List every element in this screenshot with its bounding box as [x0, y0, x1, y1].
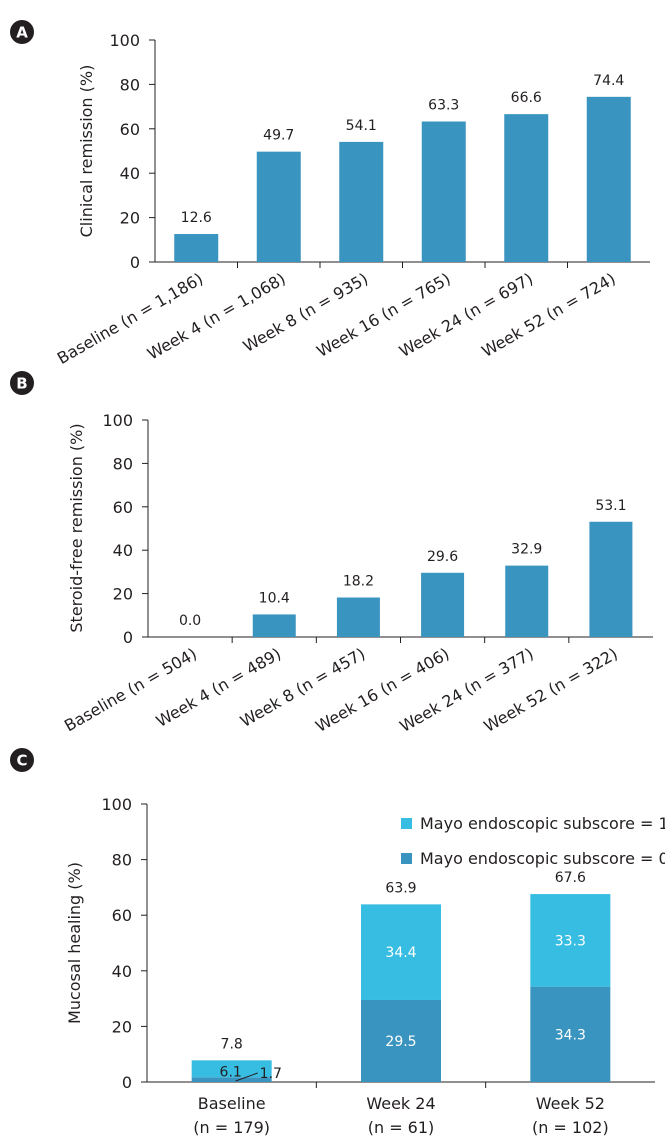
bar-segment-mes0 [191, 1077, 272, 1082]
data-label: 10.4 [259, 590, 290, 606]
bar [421, 121, 466, 262]
x-tick-label: Week 24 [366, 1094, 435, 1113]
x-tick-label: Week 52 [536, 1094, 605, 1113]
legend: Mayo endoscopic subscore = 1 Mayo endosco… [401, 814, 665, 868]
y-tick-label: 0 [123, 628, 133, 647]
panel-b: B Steroid-free remission (%) 0 20 40 60 80 100 0… [10, 371, 653, 736]
data-label: 0.0 [179, 613, 201, 629]
bar [505, 565, 549, 637]
bar-segment-mes1 [191, 1060, 272, 1078]
x-tick-n: (n = 102) [532, 1118, 609, 1137]
bar [336, 597, 380, 637]
y-tick-label: 40 [113, 541, 133, 560]
data-label: 66.6 [511, 90, 542, 106]
data-label: 29.6 [427, 549, 458, 565]
y-tick-label: 60 [113, 498, 133, 517]
y-axis-label: Clinical remission (%) [77, 65, 96, 238]
data-label: 49.7 [263, 128, 294, 144]
bar [339, 141, 384, 262]
y-tick-label: 40 [120, 164, 140, 183]
panel-badge [10, 371, 34, 395]
segment-label-mes1: 34.4 [385, 945, 416, 961]
x-tick-label: Baseline (n = 1,186) [54, 269, 206, 368]
panel-letter: B [16, 375, 27, 393]
panel-badge [10, 20, 34, 44]
bar-segment-mes1 [361, 904, 441, 1000]
leader-line [235, 1072, 258, 1082]
legend-swatch [401, 818, 412, 829]
segment-label-mes0: 1.7 [260, 1066, 282, 1082]
y-axis-label: Mucosal healing (%) [65, 862, 84, 1024]
x-tick-label: Week 16 (n = 765) [313, 269, 453, 361]
panel-letter: C [16, 752, 27, 770]
y-axis-label: Steroid-free remission (%) [67, 423, 86, 632]
total-label: 7.8 [221, 1036, 243, 1052]
legend-label: Mayo endoscopic subscore = 0 [420, 849, 665, 868]
x-tick-label: Week 24 (n = 697) [396, 269, 536, 361]
segment-label-mes1: 33.3 [555, 933, 586, 949]
segment-label-mes0: 34.3 [555, 1027, 586, 1043]
data-label: 32.9 [511, 542, 542, 558]
y-tick-label: 80 [120, 75, 140, 94]
y-tick-label: 20 [112, 1017, 132, 1036]
bar [586, 96, 631, 262]
total-label: 67.6 [555, 870, 586, 886]
segment-label-mes1: 6.1 [220, 1064, 242, 1080]
bar [256, 151, 301, 262]
x-tick-label: Baseline [198, 1094, 266, 1113]
data-label: 63.3 [428, 97, 459, 113]
data-label: 53.1 [595, 498, 626, 514]
y-tick-label: 60 [120, 120, 140, 139]
bar [421, 572, 465, 637]
data-label: 74.4 [593, 73, 624, 89]
legend-swatch [401, 853, 412, 864]
bar [174, 234, 219, 262]
data-label: 12.6 [181, 210, 212, 226]
bar [589, 521, 633, 637]
x-tick-n: (n = 179) [193, 1118, 270, 1137]
bar [252, 614, 296, 637]
panel-badge [10, 748, 34, 772]
y-tick-label: 100 [101, 795, 132, 814]
y-tick-label: 20 [120, 209, 140, 228]
data-label: 54.1 [346, 118, 377, 134]
y-tick-label: 0 [130, 253, 140, 272]
y-tick-label: 0 [122, 1073, 132, 1092]
y-tick-label: 60 [112, 906, 132, 925]
x-tick-label: Week 4 (n = 1,068) [144, 269, 289, 364]
panel-letter: A [16, 24, 28, 42]
total-label: 63.9 [385, 880, 416, 896]
x-tick-label: Week 52 (n = 724) [478, 269, 618, 361]
legend-label: Mayo endoscopic subscore = 1 [420, 814, 665, 833]
x-tick-n: (n = 61) [368, 1118, 435, 1137]
y-tick-label: 100 [102, 411, 133, 430]
panel-a: A Clinical remission (%) 0 20 40 60 80 100 12.6 B… [10, 20, 650, 368]
bar-segment-mes1 [530, 894, 611, 987]
segment-label-mes0: 29.5 [385, 1034, 416, 1050]
x-tick-label: Baseline (n = 504) [61, 644, 200, 735]
y-tick-label: 20 [113, 585, 133, 604]
bar [504, 114, 549, 262]
y-tick-label: 80 [113, 454, 133, 473]
panel-c: C Mucosal healing (%) 0 20 40 60 80 100 7.8 6.1 1.… [10, 748, 665, 1137]
bar-segment-mes0 [361, 999, 441, 1082]
y-tick-label: 40 [112, 962, 132, 981]
y-tick-label: 100 [109, 31, 140, 50]
bar-segment-mes0 [530, 986, 611, 1082]
data-label: 18.2 [343, 574, 374, 590]
y-tick-label: 80 [112, 851, 132, 870]
